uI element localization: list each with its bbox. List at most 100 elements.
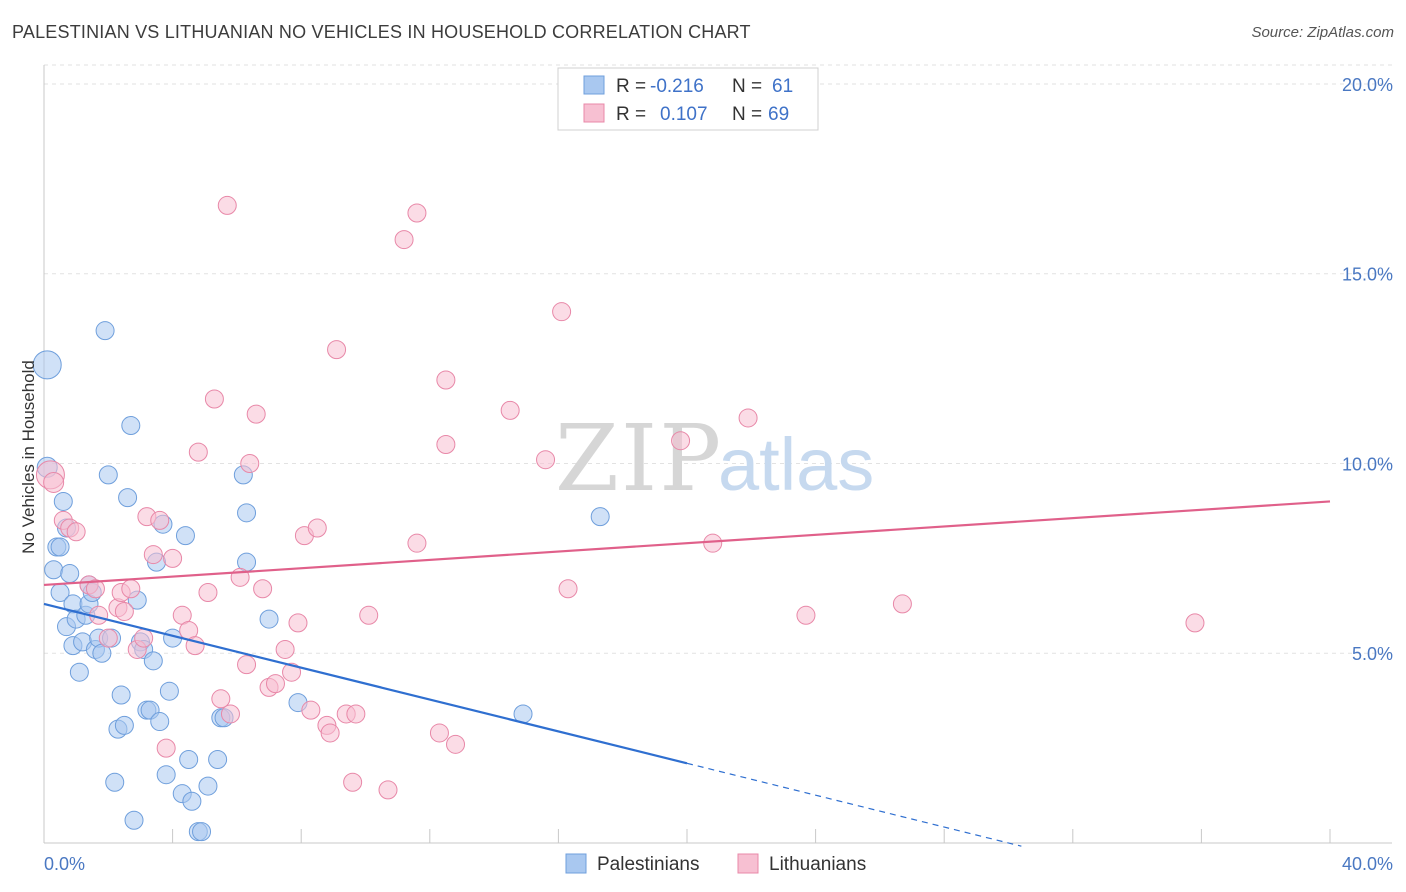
y-tick-label: 10.0% — [1342, 454, 1393, 474]
legend-r-label: R = — [616, 104, 646, 125]
legend-r-value: 0.107 — [660, 104, 708, 125]
data-point — [327, 340, 347, 360]
data-point — [892, 594, 912, 614]
data-point — [240, 453, 260, 473]
data-point — [796, 605, 816, 625]
watermark-atlas: atlas — [718, 423, 874, 506]
data-point — [429, 723, 449, 743]
data-point — [156, 765, 176, 785]
data-point — [436, 370, 456, 390]
y-tick-label: 20.0% — [1342, 75, 1393, 95]
data-point — [288, 613, 308, 633]
data-point — [156, 738, 176, 758]
data-point — [124, 810, 144, 830]
bottom-legend-lithuanians: Lithuanians — [769, 854, 866, 875]
bottom-legend: Palestinians Lithuanians — [565, 853, 866, 875]
legend-swatch-lithuanians — [583, 103, 605, 123]
data-point — [150, 510, 170, 530]
data-point — [378, 780, 398, 800]
data-point — [85, 579, 105, 599]
data-point — [111, 685, 131, 705]
legend-r-value: -0.216 — [650, 76, 704, 97]
data-point — [237, 503, 257, 523]
data-point — [175, 526, 195, 546]
data-point — [259, 609, 279, 629]
data-point — [198, 583, 218, 603]
data-point — [343, 772, 363, 792]
data-point — [98, 465, 118, 485]
data-point — [32, 350, 62, 380]
data-point — [188, 442, 208, 462]
y-axis-label: No Vehicles in Household — [19, 360, 38, 554]
data-point — [114, 715, 134, 735]
data-point — [150, 712, 170, 732]
tick-labels: 5.0% 10.0% 15.0% 20.0% 0.0% 40.0% — [44, 75, 1393, 874]
x-tick-label: 40.0% — [1342, 854, 1393, 874]
trend-line-palestinians — [43, 602, 688, 765]
data-point — [98, 628, 118, 648]
axes — [43, 65, 1392, 844]
bottom-legend-swatch-lithuanians — [737, 853, 759, 874]
data-point — [320, 723, 340, 743]
watermark: ZIP atlas — [555, 405, 874, 512]
data-point — [50, 537, 70, 557]
data-point — [208, 750, 228, 770]
data-point — [43, 471, 65, 493]
watermark-zip: ZIP — [555, 405, 723, 512]
data-point — [552, 302, 572, 322]
data-point — [53, 491, 73, 511]
y-tick-label: 15.0% — [1342, 265, 1393, 285]
data-point — [307, 518, 327, 538]
data-point — [114, 601, 134, 621]
legend-n-label: N = — [732, 104, 762, 125]
data-point — [536, 450, 556, 470]
data-point — [558, 579, 578, 599]
data-point — [246, 404, 266, 424]
legend-swatch-palestinians — [583, 75, 605, 95]
legend: R = -0.216 N = 61 R = 0.107 N = 69 — [557, 67, 819, 131]
data-point — [346, 704, 366, 724]
data-point — [359, 605, 379, 625]
data-point — [143, 651, 163, 671]
data-point — [60, 564, 80, 584]
data-point — [66, 522, 86, 542]
data-point — [265, 674, 285, 694]
data-point — [69, 662, 89, 682]
data-point — [159, 681, 179, 701]
data-point — [500, 400, 520, 420]
data-point — [253, 579, 273, 599]
data-point — [671, 431, 691, 451]
data-point — [407, 203, 427, 223]
trend-lines — [43, 500, 1331, 847]
data-point — [237, 655, 257, 675]
data-point — [590, 507, 610, 527]
data-point — [95, 321, 115, 341]
data-point — [1185, 613, 1205, 633]
data-point — [44, 560, 64, 580]
trend-line-palestinians-extension — [686, 762, 1022, 847]
data-point — [198, 776, 218, 796]
grid-lines — [44, 64, 1392, 654]
y-tick-label: 5.0% — [1352, 644, 1393, 664]
data-point — [703, 533, 723, 553]
data-point — [118, 488, 138, 508]
data-point — [204, 389, 224, 409]
bottom-legend-swatch-palestinians — [565, 853, 587, 874]
legend-n-label: N = — [732, 76, 762, 97]
data-point — [192, 822, 212, 842]
source-label: Source: ZipAtlas.com — [1251, 24, 1394, 41]
data-point — [738, 408, 758, 428]
data-point — [282, 662, 302, 682]
data-point — [121, 579, 141, 599]
data-point — [394, 230, 414, 250]
data-point — [134, 628, 154, 648]
data-point — [220, 704, 240, 724]
data-point — [407, 533, 427, 553]
chart-title: PALESTINIAN VS LITHUANIAN NO VEHICLES IN… — [12, 22, 751, 42]
data-point — [105, 772, 125, 792]
data-point — [446, 734, 466, 754]
data-point — [182, 791, 202, 811]
series-lithuanians — [35, 195, 1205, 800]
series-palestinians — [32, 321, 610, 842]
